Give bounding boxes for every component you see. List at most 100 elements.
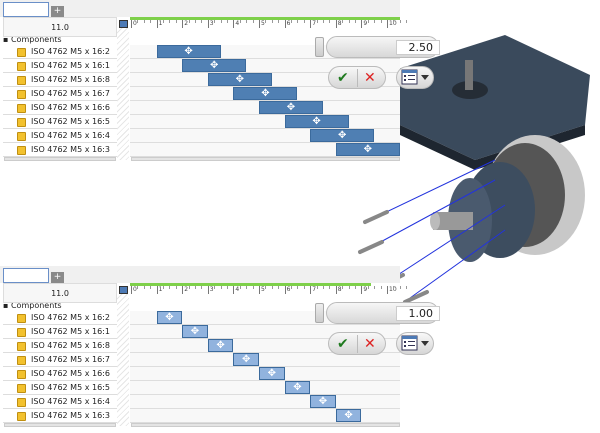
ok-button[interactable]: ✔: [337, 70, 349, 86]
component-row[interactable]: ISO 4762 M5 x 16:1: [3, 325, 117, 339]
ruler-tick: [131, 286, 132, 294]
ruler-tick-label: 10: [389, 20, 397, 27]
component-row[interactable]: ISO 4762 M5 x 16:2: [3, 45, 117, 59]
animation-bar[interactable]: ✥: [284, 115, 349, 128]
animation-bar[interactable]: ✥: [182, 325, 208, 338]
component-row[interactable]: ISO 4762 M5 x 16:8: [3, 73, 117, 87]
component-icon: [17, 118, 26, 127]
time-ruler[interactable]: 0 1 2 3 4 5 6 7 8 9 10: [130, 17, 408, 37]
animation-bar[interactable]: ✥: [207, 339, 234, 352]
splitter[interactable]: [117, 294, 129, 426]
slider-handle[interactable]: [315, 303, 324, 323]
tree-root[interactable]: ▪ Components: [3, 37, 62, 44]
component-row[interactable]: ISO 4762 M5 x 16:8: [3, 339, 117, 353]
tab-name-input[interactable]: [3, 268, 49, 283]
move-icon: ✥: [337, 130, 347, 141]
animation-bar[interactable]: ✥: [335, 143, 400, 156]
animation-bar[interactable]: ✥: [156, 311, 183, 324]
component-row[interactable]: ISO 4762 M5 x 16:7: [3, 353, 117, 367]
add-tab-button[interactable]: +: [51, 272, 64, 283]
slider-handle[interactable]: [315, 37, 324, 57]
ruler-tick-label: 1: [158, 20, 163, 27]
animation-bar[interactable]: ✥: [310, 395, 336, 408]
ruler-minor-tick: [195, 20, 196, 23]
splitter[interactable]: [117, 28, 129, 160]
component-row[interactable]: ISO 4762 M5 x 16:2: [3, 311, 117, 325]
component-icon: [17, 76, 26, 85]
time-ruler[interactable]: 0 1 2 3 4 5 6 7 8 9 10: [130, 283, 408, 303]
component-row[interactable]: ISO 4762 M5 x 16:1: [3, 59, 117, 73]
time-slider[interactable]: 1.00: [315, 302, 440, 324]
ruler-tick: [335, 20, 337, 28]
options-dropdown[interactable]: [396, 332, 434, 355]
time-value-input[interactable]: 2.50: [396, 40, 440, 55]
timeline-scrollbar[interactable]: [131, 157, 400, 161]
ruler-minor-tick: [239, 20, 241, 23]
component-icon: [17, 104, 26, 113]
ruler-minor-tick: [188, 20, 190, 23]
timeline-scrollbar[interactable]: [131, 423, 400, 427]
animation-bar[interactable]: ✥: [156, 45, 221, 58]
tree-scrollbar[interactable]: [4, 423, 116, 427]
assembly-model-view[interactable]: [355, 30, 600, 305]
ruler-tick-label: 6: [286, 20, 291, 27]
animation-bar[interactable]: ✥: [310, 129, 375, 142]
ruler-minor-tick: [163, 286, 164, 289]
cancel-button[interactable]: ✕: [364, 336, 376, 352]
component-row[interactable]: ISO 4762 M5 x 16:7: [3, 87, 117, 101]
ruler-minor-tick: [278, 286, 280, 289]
ruler-tick-label: 3: [209, 20, 214, 27]
animation-bar[interactable]: ✥: [182, 59, 247, 72]
component-row[interactable]: ISO 4762 M5 x 16:3: [3, 143, 117, 157]
component-icon: [17, 328, 26, 337]
time-value-input[interactable]: 1.00: [396, 306, 440, 321]
tab-name-input[interactable]: [3, 2, 49, 17]
timeline-row: ✥: [130, 395, 400, 409]
tree-root[interactable]: ▪ Components: [3, 303, 62, 310]
timeline-row: ✥: [130, 409, 400, 423]
component-label: ISO 4762 M5 x 16:6: [31, 369, 110, 378]
component-row[interactable]: ISO 4762 M5 x 16:6: [3, 101, 117, 115]
component-label: ISO 4762 M5 x 16:6: [31, 103, 110, 112]
move-icon: ✥: [312, 116, 321, 127]
ruler-minor-tick: [342, 286, 344, 289]
ruler-tick: [182, 286, 184, 294]
ruler-minor-tick: [214, 286, 216, 289]
ruler-minor-tick: [271, 286, 273, 289]
animation-bar[interactable]: ✥: [233, 87, 298, 100]
animation-bar[interactable]: ✥: [284, 381, 311, 394]
ruler-minor-tick: [150, 286, 152, 289]
component-row[interactable]: ISO 4762 M5 x 16:4: [3, 129, 117, 143]
component-row[interactable]: ISO 4762 M5 x 16:6: [3, 367, 117, 381]
ruler-tick: [233, 20, 235, 28]
animation-bar[interactable]: ✥: [207, 73, 272, 86]
add-tab-button[interactable]: +: [51, 6, 64, 17]
component-row[interactable]: ISO 4762 M5 x 16:5: [3, 381, 117, 395]
ruler-tick: [156, 286, 158, 294]
animation-bar[interactable]: ✥: [233, 353, 259, 366]
slider-track[interactable]: 1.00: [326, 302, 440, 324]
component-label: ISO 4762 M5 x 16:5: [31, 383, 110, 392]
component-row[interactable]: ISO 4762 M5 x 16:4: [3, 395, 117, 409]
animation-bar[interactable]: ✥: [259, 101, 323, 114]
slider-track[interactable]: 2.50: [326, 36, 440, 58]
ok-cancel-group: ✔ ✕: [328, 332, 386, 355]
ruler-tick-label: 0: [133, 20, 137, 27]
ruler-minor-tick: [175, 286, 177, 289]
component-row[interactable]: ISO 4762 M5 x 16:5: [3, 115, 117, 129]
calendar-icon[interactable]: [119, 20, 128, 28]
component-row[interactable]: ISO 4762 M5 x 16:3: [3, 409, 117, 423]
tree-scrollbar[interactable]: [4, 157, 116, 161]
cancel-button[interactable]: ✕: [364, 70, 376, 86]
options-dropdown[interactable]: [396, 66, 434, 89]
animation-bar[interactable]: ✥: [335, 409, 362, 422]
ruler-tick-label: 7: [312, 20, 317, 27]
header-value: 11.0: [3, 283, 117, 303]
component-icon: [17, 370, 26, 379]
calendar-icon[interactable]: [119, 286, 128, 294]
animation-bar[interactable]: ✥: [259, 367, 285, 380]
ruler-tick: [284, 20, 286, 28]
time-slider[interactable]: 2.50: [315, 36, 440, 58]
move-icon: ✥: [235, 74, 244, 85]
ok-button[interactable]: ✔: [337, 336, 349, 352]
